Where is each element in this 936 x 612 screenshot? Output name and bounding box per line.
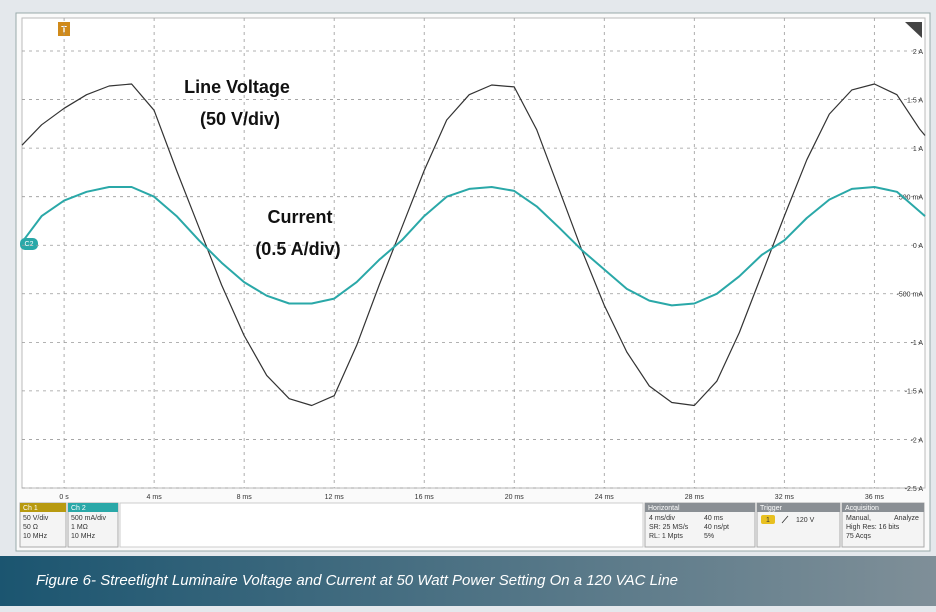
channel-marker-box [20,238,38,250]
acquisition-setting: Analyze [894,515,919,522]
trigger-label: Trigger [760,505,783,512]
ch2-setting: 1 MΩ [71,524,88,531]
x-tick-label: 12 ms [325,494,345,501]
ch1-setting: 10 MHz [23,533,48,540]
x-tick-label: 4 ms [147,494,163,501]
trigger-source: 1 [766,517,770,524]
x-tick-label: 36 ms [865,494,885,501]
ch1-label: Ch 1 [23,505,38,512]
series-line [21,186,926,307]
trigger-marker: T [61,24,67,34]
ch2-label: Ch 2 [71,505,86,512]
y-tick-label: 1.5 A [907,97,923,104]
x-tick-label: 32 ms [775,494,795,501]
x-tick-label: 20 ms [505,494,525,501]
trigger-marker-box [58,22,70,36]
acquisition-label: Acquisition [845,505,879,512]
x-tick-label: 16 ms [415,494,435,501]
acquisition-setting: 75 Acqs [846,533,871,540]
y-tick-label: 0 A [913,243,923,250]
ch1-setting: 50 V/div [23,515,49,522]
annotation: (50 V/div) [200,109,280,129]
caption: Figure 6- Streetlight Luminaire Voltage … [36,572,678,589]
x-tick-label: 24 ms [595,494,615,501]
y-tick-label: 500 mA [899,195,923,202]
acquisition-setting: Manual, [846,515,871,522]
trigger-slope [781,515,789,524]
trigger-level: 120 V [796,517,815,524]
ch1-setting: 50 Ω [23,524,38,531]
y-tick-label: -1.5 A [905,389,924,396]
panel-blank [119,502,644,548]
annotation: Current [267,207,332,227]
ch2-setting: 10 MHz [71,533,96,540]
acquisition-setting: High Res: 16 bits [846,524,900,531]
annotation: (0.5 A/div) [255,239,340,259]
y-tick-label: -2.5 A [905,486,924,493]
ch1-header [20,503,66,512]
y-tick-label: 1 A [913,146,923,153]
x-tick-label: 0 s [59,494,69,501]
horizontal-header [645,503,755,512]
horizontal-setting: RL: 1 Mpts [649,533,683,540]
annotation: Line Voltage [184,77,290,97]
horizontal-setting: SR: 25 MS/s [649,524,689,531]
channel-marker: C2 [25,241,34,248]
ch2-setting: 500 mA/div [71,515,107,522]
trigger-header [757,503,840,512]
series-line [21,83,926,407]
horizontal-label: Horizontal [648,505,680,512]
horizontal-setting: 40 ns/pt [704,524,729,531]
y-tick-label: 2 A [913,49,923,56]
y-tick-label: -1 A [911,340,924,347]
trigger-source-box [761,515,775,524]
horizontal-setting: 5% [704,533,714,540]
caption-bar [0,556,936,606]
ch2-header [68,503,118,512]
acquisition-header [842,503,924,512]
plot-area [21,17,926,489]
horizontal-setting: 40 ms [704,515,724,522]
horizontal-setting: 4 ms/div [649,515,676,522]
corner-marker [905,22,922,38]
x-tick-label: 8 ms [237,494,253,501]
y-tick-label: -2 A [911,437,924,444]
x-tick-label: 28 ms [685,494,705,501]
y-tick-label: -500 mA [897,292,924,299]
